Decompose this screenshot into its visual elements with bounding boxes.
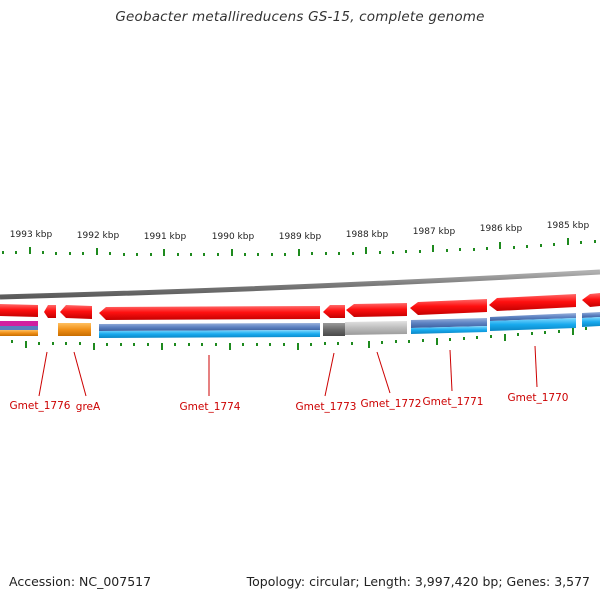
gene-arrow[interactable] [346,303,407,317]
gene-label-gmet-1771[interactable]: Gmet_1771 [423,396,484,408]
kbp-label: 1986 kbp [480,224,523,234]
gene-arrow[interactable] [99,306,320,320]
dark-gray-feature [323,323,345,336]
gene-label-gmet-1770[interactable]: Gmet_1770 [508,392,569,404]
cyan-feature [99,330,320,338]
gene-label-gmet-1773[interactable]: Gmet_1773 [296,401,357,413]
gene-arrow[interactable] [0,304,38,317]
gene-label-gmet-1774[interactable]: Gmet_1774 [180,401,241,413]
kbp-label: 1992 kbp [77,231,120,241]
steel-feature [490,313,576,321]
label-leaders [38,345,538,397]
kbp-label: 1993 kbp [10,230,53,240]
accession-text: Accession: NC_007517 [9,574,152,589]
steel-feature [0,326,38,330]
feature-bands [0,312,600,338]
kbp-label: 1988 kbp [346,230,389,240]
steel-feature [411,318,487,328]
kbp-ticks-top [2,238,596,256]
genome-backbone [0,269,600,300]
gene-label-gmet-1776[interactable]: Gmet_1776 [10,400,71,412]
light-gray-feature [345,321,407,335]
kbp-label: 1990 kbp [212,232,255,242]
forward-genes [0,293,600,320]
gene-arrow[interactable] [582,293,600,307]
cyan-feature [582,317,600,327]
kbp-label: 1991 kbp [144,232,187,242]
map-title: Geobacter metallireducens GS-15, complet… [115,9,485,25]
kbp-label: 1985 kbp [547,221,590,231]
gene-arrow[interactable] [44,305,56,318]
gene-label-grea[interactable]: greA [76,401,101,413]
gene-arrow[interactable] [60,305,92,319]
orange-feature [0,330,38,336]
topology-text: Topology: circular; Length: 3,997,420 bp… [246,574,590,589]
orange-feature [58,323,91,336]
gene-arrow[interactable] [410,299,487,315]
kbp-ticks-bottom [11,327,587,350]
cyan-feature [411,326,487,334]
steel-feature [582,312,600,318]
steel-feature [99,323,320,331]
gene-label-gmet-1772[interactable]: Gmet_1772 [361,398,422,410]
gene-arrow[interactable] [489,294,576,311]
kbp-label: 1989 kbp [279,232,322,242]
kbp-label: 1987 kbp [413,227,456,237]
gene-arrow[interactable] [323,305,345,318]
cyan-feature [490,318,576,331]
magenta-feature [0,321,38,327]
